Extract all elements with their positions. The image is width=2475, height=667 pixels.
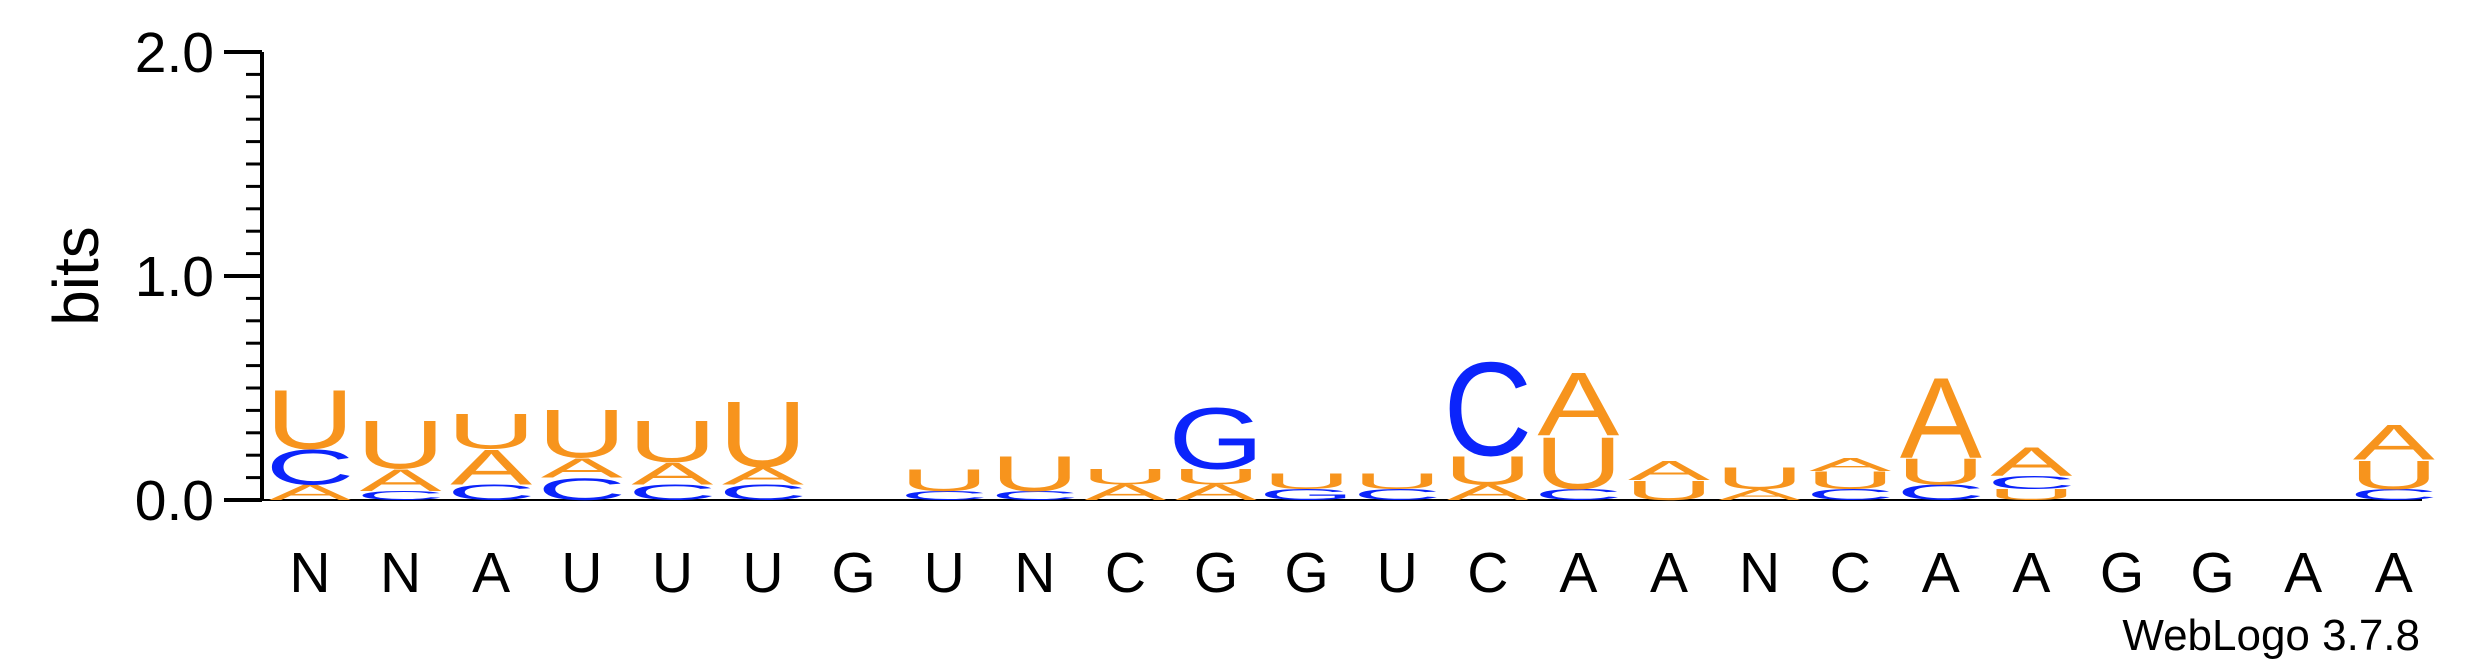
logo-letter-a: A	[541, 452, 624, 483]
logo-letter-u: U	[1534, 421, 1623, 505]
logo-letter-a: A	[1900, 354, 1983, 483]
y-axis-label: bits	[40, 226, 112, 326]
y-minor-ticks	[246, 72, 262, 480]
logo-letter-c: C	[537, 472, 626, 507]
x-tick-label: G	[2100, 541, 2144, 605]
x-tick-label: U	[561, 541, 602, 605]
logo-letter-u: U	[990, 446, 1079, 502]
x-tick-label: U	[652, 541, 693, 605]
y-tick-label-1: 1.0	[135, 245, 214, 309]
x-tick-label: N	[1014, 541, 1055, 605]
logo-letter-u: U	[1172, 465, 1261, 489]
logo-letter-c: C	[719, 480, 808, 504]
logo-letter-c: C	[447, 480, 536, 504]
logo-letter-u: U	[1987, 486, 2076, 503]
logo-letter-a: A	[1447, 480, 1529, 504]
x-tick-label: N	[380, 541, 421, 605]
x-tick-label: A	[1559, 541, 1597, 605]
logo-letter-g: G	[1259, 486, 1355, 503]
logo-letter-u: U	[1353, 469, 1442, 493]
logo-letter-c: C	[900, 489, 989, 503]
x-tick-label: A	[2375, 541, 2413, 605]
logo-letter-u: U	[266, 373, 355, 466]
x-tick-label: G	[1284, 541, 1328, 605]
logo-letter-a: A	[631, 456, 713, 491]
logo-letter-c: C	[266, 439, 355, 495]
x-tick-label: A	[2284, 541, 2322, 605]
x-tick-label: C	[1830, 541, 1871, 605]
logo-letter-u: U	[1625, 475, 1714, 506]
logo-letter-u: U	[628, 409, 717, 475]
x-tick-label: G	[2190, 541, 2234, 605]
x-tick-label: A	[2012, 541, 2050, 605]
logo-letter-a: A	[1175, 480, 1257, 504]
logo-letter-u: U	[1896, 451, 1985, 493]
logo-letter-a: A	[1084, 480, 1166, 504]
x-tick-label: A	[472, 541, 510, 605]
x-tick-label: U	[1377, 541, 1418, 605]
x-tick-label: G	[831, 541, 875, 605]
logo-letter-u: U	[1081, 465, 1170, 489]
x-tick-label: G	[1194, 541, 1238, 605]
x-tick-label: C	[1105, 541, 1146, 605]
logo-letter-u: U	[1262, 469, 1351, 493]
logo-letter-a: A	[1628, 454, 1711, 485]
logo-letter-u: U	[900, 463, 989, 498]
logo-letter-c: C	[1806, 486, 1895, 503]
logo-letter-c: C	[990, 489, 1079, 503]
logo-letter-u: U	[537, 396, 626, 472]
logo-letter-a: A	[722, 462, 804, 490]
logo-letter-g: G	[1168, 390, 1264, 487]
x-tick-label: U	[924, 541, 965, 605]
logo-letter-c: C	[628, 480, 717, 504]
logo-letter-c: C	[356, 489, 445, 503]
logo-letter-a: A	[2353, 415, 2436, 471]
logo-letter-a: A	[269, 480, 351, 504]
logo-letter-a: A	[1809, 454, 1891, 475]
logo-letter-u: U	[2349, 453, 2438, 498]
logo-letter-a: A	[360, 463, 442, 498]
logo-letter-u: U	[1806, 466, 1895, 494]
weblogo-credit: WebLogo 3.7.8	[2122, 611, 2420, 660]
logo-letter-u: U	[1443, 448, 1532, 493]
logo-letter-a: A	[1990, 439, 2072, 484]
logo-letter-a: A	[1537, 353, 1619, 454]
x-tick-label: A	[1922, 541, 1960, 605]
logo-letter-u: U	[356, 407, 445, 483]
y-tick-label-0: 0.0	[135, 469, 214, 533]
y-ticks	[224, 50, 262, 502]
x-tick-label: N	[1739, 541, 1780, 605]
logo-letter-a: A	[450, 439, 533, 495]
logo-letter-c: C	[1534, 486, 1623, 503]
y-tick-label-2: 2.0	[135, 21, 214, 85]
x-tick-label: C	[1467, 541, 1508, 605]
x-tick-label: A	[1650, 541, 1688, 605]
logo-letter-c: C	[1896, 480, 1985, 504]
x-tick-label: N	[289, 541, 330, 605]
logo-letter-a: A	[1719, 486, 1802, 503]
logo-letter-u: U	[719, 383, 808, 487]
logo-letter-c: C	[1443, 335, 1532, 484]
logo-letter-u: U	[447, 403, 536, 459]
logo-letter-u: U	[1715, 461, 1804, 496]
logo-letter-c: C	[2349, 486, 2438, 503]
x-tick-label: U	[742, 541, 783, 605]
logo-letter-c: C	[1353, 486, 1442, 503]
logo-letter-c: C	[1987, 472, 2076, 493]
